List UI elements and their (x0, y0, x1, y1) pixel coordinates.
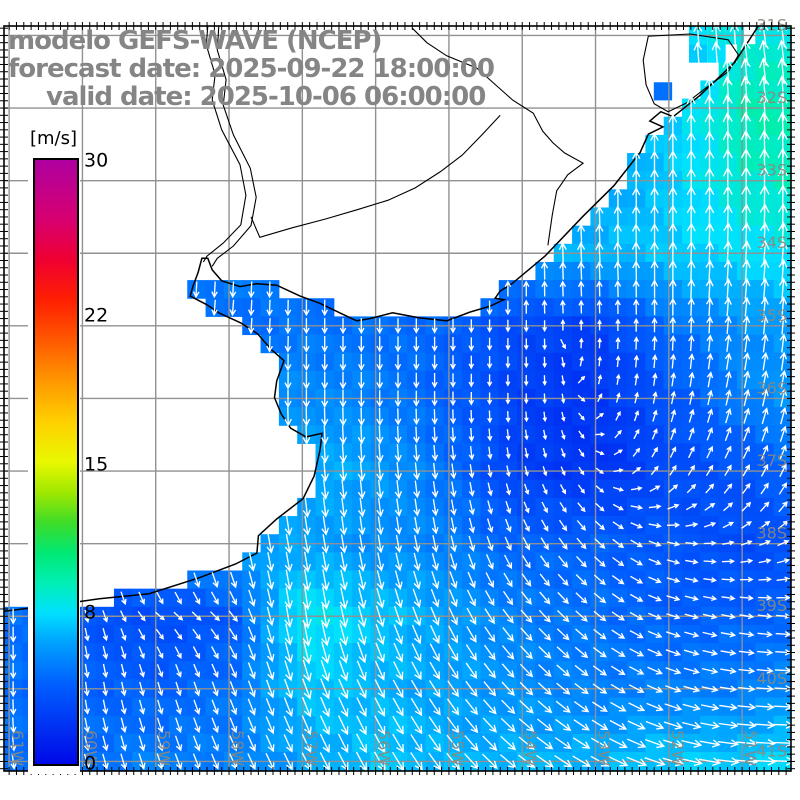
latitude-label: 41S (756, 741, 787, 760)
longitude-label: 52W (668, 730, 687, 766)
river-uruguay_river_west_bank (202, 26, 247, 263)
frame-and-ticks-layer (0, 22, 795, 775)
latitude-label: 34S (756, 233, 787, 252)
latitude-label: 36S (756, 378, 787, 397)
model-title: modelo GEFS-WAVE (NCEP) (8, 26, 382, 56)
longitude-label: 54W (521, 730, 540, 766)
coastline-path (4, 26, 759, 612)
latitude-label: 37S (756, 451, 787, 470)
colorbar-tick-label: 0 (84, 752, 97, 775)
latitude-label: 38S (756, 524, 787, 543)
longitude-label: 55W (448, 730, 467, 766)
longitude-label: 60W (81, 730, 100, 766)
longitude-label: 59W (155, 730, 174, 766)
latitude-label: 39S (756, 596, 787, 615)
colorbar-tick-label: 8 (84, 601, 97, 624)
colorbar-tick-label: 15 (84, 453, 109, 476)
forecast-date-line: forecast date: 2025-09-22 18:00:00 (8, 54, 495, 84)
latitude-label: 32S (756, 88, 787, 107)
latitude-label: 40S (756, 669, 787, 688)
colorbar-unit-label: [m/s] (30, 128, 78, 149)
valid-date-line: valid date: 2025-10-06 06:00:00 (46, 82, 486, 112)
colorbar-tick-label: 30 (84, 149, 109, 172)
longitude-label: 51W (741, 730, 760, 766)
longitude-label: 58W (228, 730, 247, 766)
lagoon-outline-path (642, 33, 740, 113)
coastline-layer (4, 26, 759, 612)
river-rio_negro (250, 114, 501, 238)
longitude-label: 57W (301, 730, 320, 766)
colorbar (33, 158, 79, 766)
longitude-label: 53W (595, 730, 614, 766)
longitude-label: 61W (8, 730, 27, 766)
river-uruguay_river_east_bank (211, 26, 257, 267)
latitude-label: 35S (756, 306, 787, 325)
river-mirim_shore (411, 27, 585, 246)
longitude-label: 56W (375, 730, 394, 766)
latitude-label: 33S (756, 161, 787, 180)
colorbar-tick-label: 22 (84, 304, 109, 327)
title-block: modelo GEFS-WAVE (NCEP) forecast date: 2… (8, 26, 495, 112)
